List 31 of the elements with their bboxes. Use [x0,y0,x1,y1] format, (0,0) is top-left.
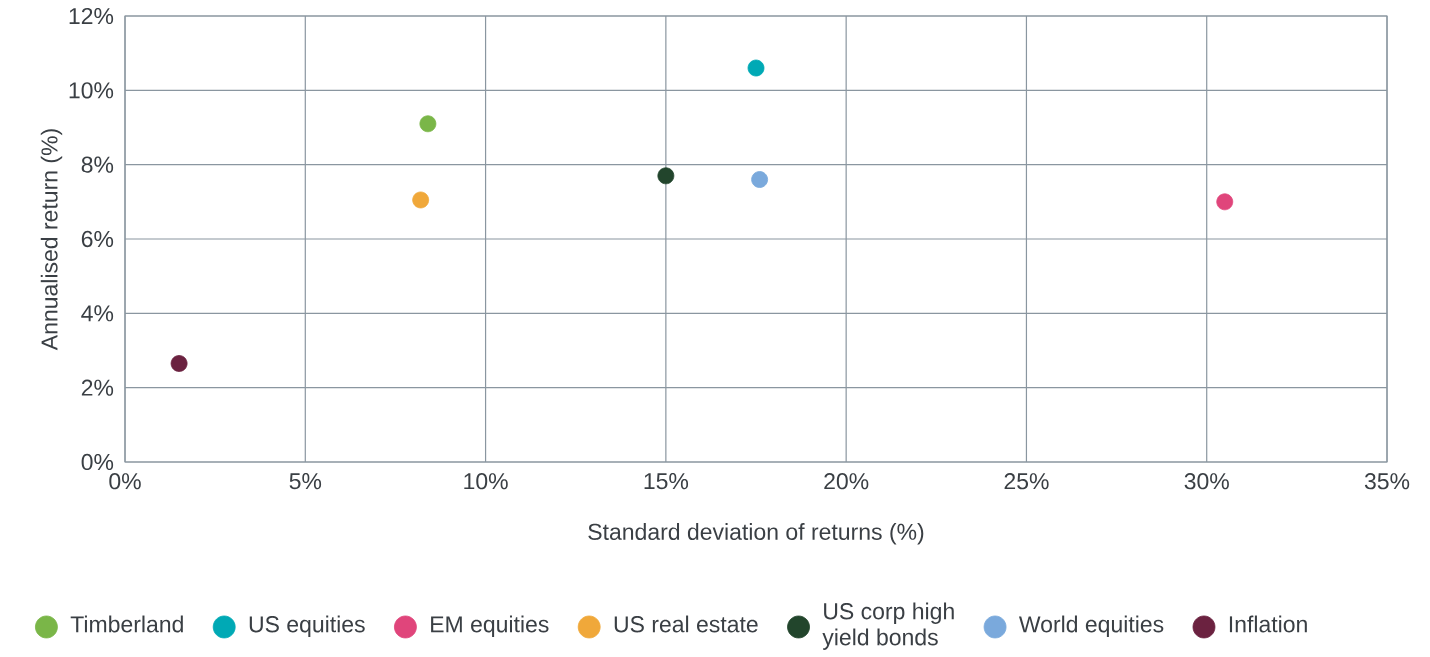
x-axis-title: Standard deviation of returns (%) [588,523,924,545]
legend-label: World equities [1018,615,1164,637]
point [657,167,675,185]
y-tick-label: 12% [69,7,114,25]
y-tick-label: 0% [81,453,114,471]
x-tick-label: 5% [289,473,322,490]
point [412,191,430,209]
y-axis-title: Annualised return (%) [40,129,63,351]
y-tick-label: 8% [81,156,114,173]
point [1216,193,1234,211]
point [751,171,769,188]
x-tick-label: 30% [1184,473,1229,490]
legend-label: US corp high yield bonds [822,602,954,650]
legend-label: EM equities [431,615,549,637]
legend-label: Timberland [70,615,183,633]
legend-label: US equities [249,615,365,637]
x-tick-label: 15% [644,473,689,490]
y-tick-label: 2% [81,379,114,396]
x-tick-label: 20% [824,473,869,490]
legend-label: Inflation [1229,615,1307,633]
x-tick-label: 0% [109,473,141,490]
legend-label: US real estate [614,615,758,633]
y-tick-label: 10% [69,82,114,99]
y-tick-label: 6% [81,230,114,248]
y-tick-label: 4% [81,305,114,322]
x-tick-label: 25% [1004,473,1049,490]
point [419,115,437,133]
x-tick-label: 10% [464,473,508,490]
x-tick-label: 35% [1364,473,1410,490]
point [170,355,188,372]
point [747,59,765,77]
